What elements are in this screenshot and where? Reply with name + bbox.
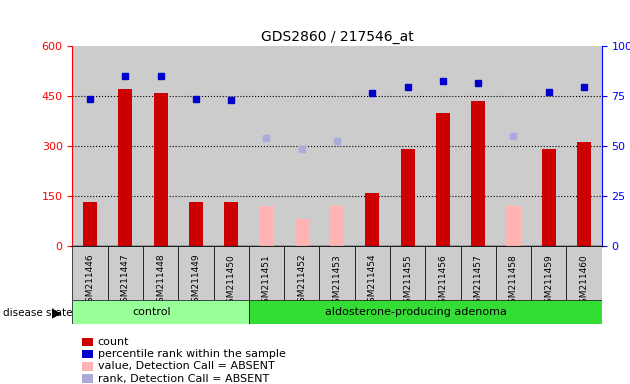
Bar — [507, 207, 520, 246]
Bar — [108, 46, 143, 246]
Bar — [319, 246, 355, 300]
Bar — [143, 246, 178, 300]
Bar — [83, 202, 97, 246]
Bar — [189, 202, 203, 246]
Text: GSM211449: GSM211449 — [192, 254, 200, 308]
Bar — [496, 246, 531, 300]
Text: GSM211446: GSM211446 — [86, 254, 94, 308]
Bar — [461, 46, 496, 246]
Text: GSM211460: GSM211460 — [580, 254, 588, 309]
Bar — [566, 246, 602, 300]
Bar — [566, 46, 602, 246]
Text: GSM211455: GSM211455 — [403, 254, 412, 309]
Bar — [355, 46, 390, 246]
Bar — [401, 149, 415, 246]
Text: disease state: disease state — [3, 308, 72, 318]
Bar — [284, 246, 319, 300]
Bar — [319, 46, 355, 246]
Bar — [436, 113, 450, 246]
Bar — [118, 89, 132, 246]
Bar — [154, 93, 168, 246]
Bar — [178, 46, 214, 246]
Text: ▶: ▶ — [52, 306, 62, 319]
Bar — [330, 207, 344, 246]
Bar — [178, 246, 214, 300]
Bar — [143, 46, 178, 246]
Text: GSM211459: GSM211459 — [544, 254, 553, 309]
Text: aldosterone-producing adenoma: aldosterone-producing adenoma — [326, 307, 507, 317]
Bar — [425, 246, 461, 300]
Bar — [542, 149, 556, 246]
Text: GSM211448: GSM211448 — [156, 254, 165, 308]
Bar — [365, 193, 379, 246]
Bar — [224, 202, 238, 246]
Bar — [390, 46, 425, 246]
Bar — [284, 46, 319, 246]
Bar — [214, 246, 249, 300]
Bar — [249, 300, 602, 324]
Bar — [355, 246, 390, 300]
Bar — [260, 207, 273, 246]
Text: GSM211450: GSM211450 — [227, 254, 236, 309]
Text: control: control — [132, 307, 171, 317]
Bar — [249, 246, 284, 300]
Bar — [214, 46, 249, 246]
Bar — [390, 246, 425, 300]
Text: GSM211457: GSM211457 — [474, 254, 483, 309]
Text: percentile rank within the sample: percentile rank within the sample — [98, 349, 285, 359]
Text: GSM211453: GSM211453 — [333, 254, 341, 309]
Text: GSM211458: GSM211458 — [509, 254, 518, 309]
Bar — [461, 246, 496, 300]
Bar — [577, 142, 591, 246]
Title: GDS2860 / 217546_at: GDS2860 / 217546_at — [261, 30, 413, 44]
Text: count: count — [98, 337, 129, 347]
Text: GSM211456: GSM211456 — [438, 254, 447, 309]
Bar — [249, 46, 284, 246]
Text: GSM211451: GSM211451 — [262, 254, 271, 309]
Bar — [496, 46, 531, 246]
Bar — [295, 219, 309, 246]
Bar — [471, 101, 485, 246]
Bar — [108, 246, 143, 300]
Text: GSM211452: GSM211452 — [297, 254, 306, 308]
Bar — [72, 46, 108, 246]
Text: GSM211454: GSM211454 — [368, 254, 377, 308]
Bar — [531, 46, 566, 246]
Bar — [425, 46, 461, 246]
Text: rank, Detection Call = ABSENT: rank, Detection Call = ABSENT — [98, 374, 269, 384]
Bar — [72, 300, 249, 324]
Bar — [531, 246, 566, 300]
Text: GSM211447: GSM211447 — [121, 254, 130, 308]
Bar — [72, 246, 108, 300]
Text: value, Detection Call = ABSENT: value, Detection Call = ABSENT — [98, 361, 275, 371]
